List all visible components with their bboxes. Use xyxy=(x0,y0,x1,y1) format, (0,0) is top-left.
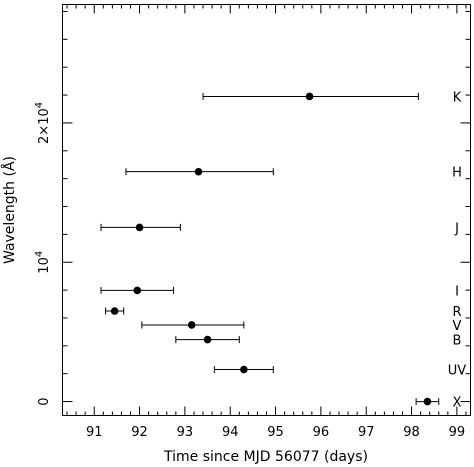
plot-frame xyxy=(62,4,471,416)
x-tick-label: 91 xyxy=(86,425,103,440)
data-point xyxy=(240,365,248,374)
band-label: I xyxy=(455,284,459,299)
data-points xyxy=(110,92,432,406)
y-tick-exponent: 4 xyxy=(34,251,45,257)
data-point xyxy=(305,92,314,101)
x-tick-label: 93 xyxy=(177,425,194,440)
data-point xyxy=(203,335,212,344)
band-label: J xyxy=(454,221,459,236)
x-tick-label: 95 xyxy=(267,425,284,440)
data-point xyxy=(187,321,196,329)
band-label: X xyxy=(453,396,462,411)
data-point xyxy=(135,223,144,232)
x-tick-label: 96 xyxy=(313,425,330,440)
band-label: UV xyxy=(448,364,467,379)
band-label: V xyxy=(453,319,462,334)
y-tick-mantissa: 10 xyxy=(37,257,52,274)
y-axis-title: Wavelength (Å) xyxy=(1,156,18,264)
y-major-ticks xyxy=(62,122,471,403)
x-tick-labels: 91 92 93 94 95 96 97 98 99 xyxy=(86,425,465,440)
data-point xyxy=(194,167,203,176)
x-major-ticks xyxy=(93,4,458,416)
y-tick-exponent: 4 xyxy=(34,102,45,108)
data-point xyxy=(110,307,119,315)
band-label: R xyxy=(452,305,461,320)
band-label: H xyxy=(452,166,462,181)
y-tick-label: 104 xyxy=(34,251,52,274)
x-tick-label: 94 xyxy=(222,425,239,440)
x-axis-title: Time since MJD 56077 (days) xyxy=(163,449,368,465)
y-tick-label: 2×104 xyxy=(34,102,52,144)
x-tick-label: 97 xyxy=(358,425,375,440)
y-minor-ticks xyxy=(62,10,471,375)
y-tick-label: 0 xyxy=(37,397,52,405)
y-tick-mantissa: 2×10 xyxy=(37,108,52,144)
x-tick-label: 92 xyxy=(131,425,148,440)
band-label: K xyxy=(453,90,462,105)
error-bars xyxy=(100,92,440,406)
x-tick-label: 98 xyxy=(403,425,420,440)
data-point xyxy=(133,286,142,295)
band-label: B xyxy=(453,334,462,349)
data-point xyxy=(423,397,432,406)
x-tick-label: 99 xyxy=(449,425,466,440)
x-minor-ticks xyxy=(66,4,467,416)
